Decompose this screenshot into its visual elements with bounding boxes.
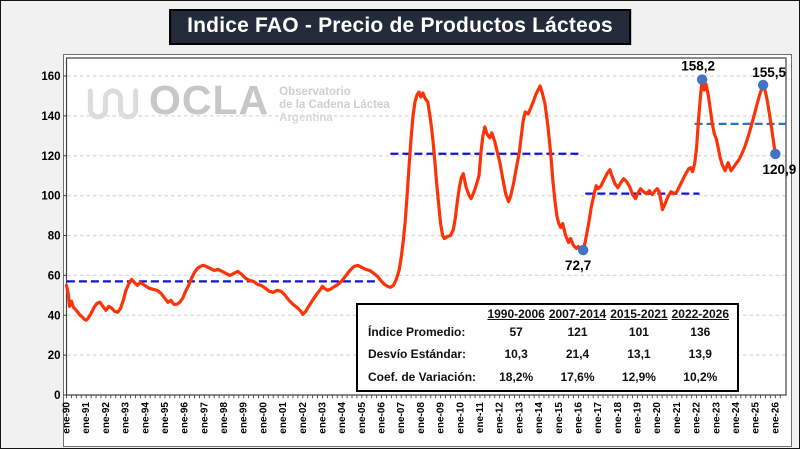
stats-value-1-2: 13,1 [627,347,651,362]
x-axis-label-ene-04: ene-04 [337,402,348,434]
x-axis-label-ene-15: ene-15 [554,402,565,434]
stats-table-body: Índice Promedio: 57 121 101 136 Desvío Estánd… [366,321,731,388]
x-axis-label-ene-97: ene-97 [199,402,210,434]
stats-col-header-0: 1990-2006 [487,307,545,321]
stats-value-2-0: 18,2% [499,369,534,384]
ocla-subtitle-line3: Argentina [279,112,333,124]
x-axis-label-ene-25: ene-25 [751,402,762,434]
x-axis-label-ene-08: ene-08 [416,402,427,434]
x-axis-label-ene-92: ene-92 [101,402,112,434]
stats-table: 1990-2006 2007-2014 2015-2021 2022-2026 Índ… [366,307,731,388]
page-title: Indice FAO - Precio de Productos Lácteos [169,9,631,45]
y-axis-label-160: 160 [41,71,60,83]
stats-value-1-3: 13,9 [688,347,712,362]
stats-table-box: 1990-2006 2007-2014 2015-2021 2022-2026 Índ… [356,303,739,392]
stats-corner-cell [366,307,485,321]
x-axis-label-ene-01: ene-01 [278,402,289,434]
y-axis-label-100: 100 [41,191,60,203]
marker-dot-0 [696,74,708,85]
y-axis-label-80: 80 [48,231,61,243]
y-axis-label-60: 60 [48,270,61,282]
x-axis-label-ene-24: ene-24 [731,402,742,434]
marker-dot-1 [757,79,769,91]
stats-table-head: 1990-2006 2007-2014 2015-2021 2022-2026 [366,307,731,321]
ocla-logo-subtitle: Observatorio de la Cadena Láctea Argenti… [279,79,390,125]
x-axis-label-ene-03: ene-03 [317,402,328,434]
stats-header-row: 1990-2006 2007-2014 2015-2021 2022-2026 [366,307,731,321]
stats-row-0: Índice Promedio: 57 121 101 136 [366,321,731,343]
stats-value-0-2: 101 [628,325,649,340]
x-axis-label-ene-20: ene-20 [652,402,663,434]
x-axis-label-ene-07: ene-07 [396,402,407,434]
stats-value-2-1: 17,6% [560,369,595,384]
x-axis-label-ene-99: ene-99 [239,402,250,434]
y-axis-label-120: 120 [41,151,60,163]
x-axis-label-ene-91: ene-91 [81,402,92,434]
x-axis-label-ene-16: ene-16 [573,402,584,434]
ocla-logo: OCLA Observatorio de la Cadena Láctea Ar… [87,79,390,129]
x-axis-label-ene-02: ene-02 [298,402,309,434]
stats-row-label-1: Desvío Estándar: [368,347,467,362]
stats-row-1: Desvío Estándar: 10,3 21,4 13,1 13,9 [366,343,731,365]
x-axis-label-ene-10: ene-10 [455,402,466,434]
ocla-logo-icon [87,88,139,120]
stats-col-header-3: 2022-2026 [671,307,729,321]
x-axis-label-ene-13: ene-13 [514,402,525,434]
x-axis-label-ene-26: ene-26 [770,402,781,434]
x-axis-label-ene-12: ene-12 [495,402,506,434]
stats-row-label-0: Índice Promedio: [368,325,466,340]
ocla-subtitle-line2: de la Cadena Láctea [279,99,390,111]
stats-value-1-1: 21,4 [565,347,590,362]
x-axis-label-ene-96: ene-96 [180,402,191,434]
stats-value-0-0: 57 [509,325,523,340]
x-axis-label-ene-14: ene-14 [534,402,545,434]
x-axis-label-ene-17: ene-17 [593,402,604,434]
x-axis-label-ene-22: ene-22 [692,402,703,434]
x-axis-label-ene-11: ene-11 [475,402,486,434]
x-axis-label-ene-18: ene-18 [613,402,624,434]
x-axis-label-ene-90: ene-90 [62,402,73,434]
x-axis-label-ene-98: ene-98 [219,402,230,434]
stats-value-1-0: 10,3 [504,347,528,362]
stats-value-0-3: 136 [690,325,711,340]
x-axis-label-ene-21: ene-21 [672,402,683,434]
marker-dot-3 [770,148,781,160]
marker-label-3: 120,9 [762,162,796,177]
ocla-subtitle-line1: Observatorio [279,86,351,98]
stats-value-2-2: 12,9% [621,369,656,384]
x-axis-label-ene-95: ene-95 [160,402,171,434]
x-axis-label-ene-05: ene-05 [357,402,368,434]
x-axis-label-ene-94: ene-94 [140,402,151,434]
y-axis-label-0: 0 [54,390,60,402]
marker-label-0: 158,2 [681,59,715,74]
x-axis-label-ene-93: ene-93 [121,402,132,434]
y-axis-label-20: 20 [48,350,61,362]
marker-dot-2 [577,244,589,256]
marker-label-1: 155,5 [752,65,786,80]
x-axis-label-ene-06: ene-06 [377,402,388,434]
stats-row-label-2: Coef. de Variación: [368,369,477,384]
x-axis-label-ene-09: ene-09 [436,402,447,434]
stats-value-0-1: 121 [567,325,588,340]
x-axis-label-ene-23: ene-23 [711,402,722,434]
price-line [64,77,777,322]
y-axis-label-40: 40 [48,310,61,322]
stats-value-2-3: 10,2% [683,369,718,384]
x-axis-label-ene-19: ene-19 [633,402,644,434]
stats-row-2: Coef. de Variación: 18,2% 17,6% 12,9% 10,2% [366,366,731,388]
y-axis-label-140: 140 [41,111,60,123]
x-axis-label-ene-00: ene-00 [258,402,269,434]
ocla-logo-name: OCLA [149,77,270,123]
stats-col-header-2: 2015-2021 [610,307,668,321]
marker-label-2: 72,7 [565,258,591,273]
stats-col-header-1: 2007-2014 [548,307,607,321]
